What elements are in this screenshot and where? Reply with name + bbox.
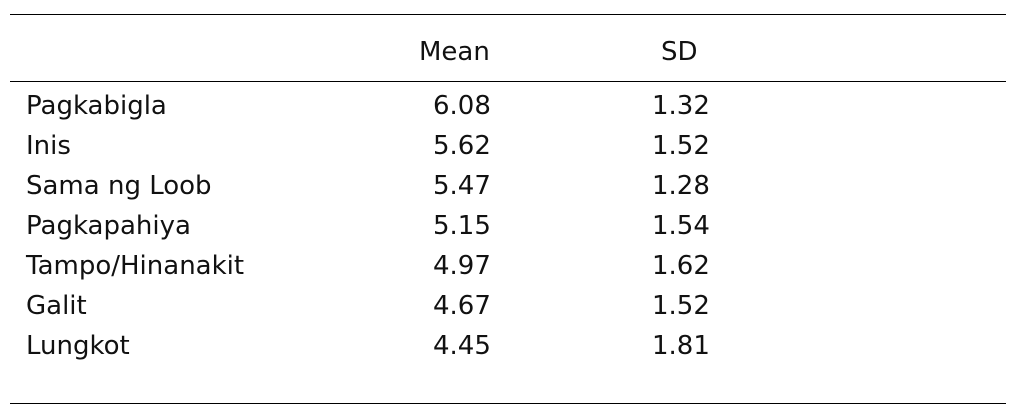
table-row: Pagkapahiya 5.15 1.54 bbox=[0, 206, 1020, 246]
row-label: Galit bbox=[26, 291, 87, 321]
table-row: Inis 5.62 1.52 bbox=[0, 126, 1020, 166]
row-label: Sama ng Loob bbox=[26, 171, 212, 201]
table-row: Lungkot 4.45 1.81 bbox=[0, 326, 1020, 366]
row-sd: 1.28 bbox=[652, 171, 710, 201]
column-header-sd: SD bbox=[661, 37, 698, 67]
row-sd: 1.81 bbox=[652, 331, 710, 361]
row-sd: 1.52 bbox=[652, 291, 710, 321]
row-label: Pagkabigla bbox=[26, 91, 167, 121]
row-sd: 1.52 bbox=[652, 131, 710, 161]
table-row: Galit 4.67 1.52 bbox=[0, 286, 1020, 326]
table-top-rule bbox=[10, 14, 1006, 15]
row-mean: 4.67 bbox=[433, 291, 491, 321]
table-body: Pagkabigla 6.08 1.32 Inis 5.62 1.52 Sama… bbox=[0, 86, 1020, 366]
row-label: Tampo/Hinanakit bbox=[26, 251, 245, 281]
row-mean: 5.47 bbox=[433, 171, 491, 201]
row-sd: 1.32 bbox=[652, 91, 710, 121]
row-label: Pagkapahiya bbox=[26, 211, 191, 241]
row-mean: 5.15 bbox=[433, 211, 491, 241]
row-sd: 1.62 bbox=[652, 251, 710, 281]
row-sd: 1.54 bbox=[652, 211, 710, 241]
row-mean: 5.62 bbox=[433, 131, 491, 161]
row-label: Lungkot bbox=[26, 331, 130, 361]
row-mean: 4.97 bbox=[433, 251, 491, 281]
row-label: Inis bbox=[26, 131, 71, 161]
table-row: Tampo/Hinanakit 4.97 1.62 bbox=[0, 246, 1020, 286]
table-header-rule bbox=[10, 81, 1006, 82]
table-bottom-rule bbox=[10, 403, 1006, 404]
table-row: Sama ng Loob 5.47 1.28 bbox=[0, 166, 1020, 206]
row-mean: 6.08 bbox=[433, 91, 491, 121]
column-header-mean: Mean bbox=[419, 37, 490, 67]
table-row: Pagkabigla 6.08 1.32 bbox=[0, 86, 1020, 126]
row-mean: 4.45 bbox=[433, 331, 491, 361]
